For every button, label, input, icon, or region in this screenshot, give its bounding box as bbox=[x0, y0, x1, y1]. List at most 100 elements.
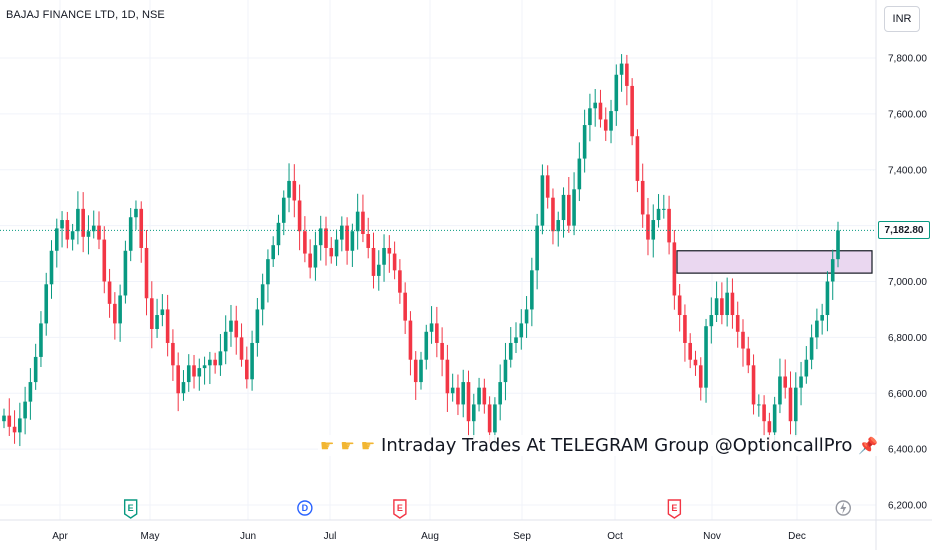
candle-body bbox=[577, 158, 582, 190]
candle-body bbox=[709, 315, 714, 327]
candle-body bbox=[524, 309, 529, 324]
candle-body bbox=[91, 225, 96, 232]
candle-body bbox=[366, 234, 371, 248]
candle-body bbox=[746, 348, 751, 366]
candle-body bbox=[688, 342, 693, 360]
candle-body bbox=[292, 180, 297, 201]
price-tick-label: 7,800.00 bbox=[888, 54, 927, 65]
candle-body bbox=[836, 230, 840, 260]
price-tick-label: 7,400.00 bbox=[888, 165, 927, 176]
candle-body bbox=[33, 356, 38, 383]
candle-body bbox=[588, 108, 592, 126]
dividend-icon bbox=[297, 500, 313, 516]
promo-banner: ☛ ☛ ☛ Intraday Trades At TELEGRAM Group … bbox=[318, 435, 881, 456]
candle-body bbox=[799, 376, 803, 388]
earnings-letter: E bbox=[671, 503, 677, 513]
earnings-icon bbox=[667, 499, 682, 519]
candle-body bbox=[487, 404, 492, 433]
month-tick-label: Jul bbox=[324, 531, 337, 542]
candle-body bbox=[208, 359, 212, 366]
candle-body bbox=[345, 225, 349, 251]
candle-body bbox=[508, 342, 513, 360]
candle-body bbox=[155, 315, 159, 329]
candle-body bbox=[762, 404, 766, 422]
candle-body bbox=[566, 194, 571, 226]
candle-body bbox=[614, 74, 619, 112]
pointing-hand-icon: ☛ bbox=[320, 436, 335, 455]
candle-body bbox=[7, 415, 12, 427]
candle-body bbox=[186, 365, 191, 383]
candle-body bbox=[714, 298, 719, 316]
price-tick-label: 6,200.00 bbox=[888, 501, 927, 512]
candle-body bbox=[677, 295, 682, 316]
candle-body bbox=[704, 326, 708, 388]
candle-body bbox=[603, 119, 608, 131]
candle-body bbox=[313, 245, 318, 268]
candle-body bbox=[466, 382, 471, 422]
candle-body bbox=[250, 342, 254, 380]
candle-body bbox=[683, 315, 687, 343]
candle-body bbox=[535, 225, 539, 271]
pointing-hand-icon: ☛ bbox=[360, 436, 376, 455]
candle-body bbox=[176, 365, 180, 394]
currency-selector[interactable]: INR bbox=[884, 6, 920, 32]
symbol-title: BAJAJ FINANCE LTD, 1D, NSE bbox=[6, 9, 165, 21]
candle-body bbox=[435, 323, 439, 343]
candle-body bbox=[741, 331, 745, 349]
candle-body bbox=[387, 247, 392, 254]
candle-body bbox=[757, 404, 761, 406]
candle-body bbox=[445, 359, 450, 394]
candle-body bbox=[134, 208, 138, 218]
candle-body bbox=[398, 270, 402, 293]
candle-body bbox=[60, 220, 64, 229]
candle-body bbox=[260, 284, 265, 310]
candle-body bbox=[772, 404, 777, 433]
month-tick-label: Sep bbox=[513, 531, 531, 542]
candle-body bbox=[825, 281, 830, 316]
event-marker-icon: E bbox=[393, 499, 407, 519]
event-marker-icon: E bbox=[667, 499, 682, 519]
month-tick-label: Jun bbox=[240, 531, 256, 542]
candle-body bbox=[413, 359, 418, 383]
candles bbox=[2, 54, 840, 452]
candle-body bbox=[149, 298, 154, 329]
candle-body bbox=[429, 323, 434, 332]
price-tick-label: 6,800.00 bbox=[888, 333, 927, 344]
candle-body bbox=[408, 320, 413, 360]
candle-body bbox=[820, 315, 824, 321]
candle-body bbox=[788, 387, 793, 422]
event-marker-icon: E bbox=[123, 499, 138, 519]
month-tick-label: Nov bbox=[703, 531, 721, 542]
event-marker-icon bbox=[835, 500, 851, 516]
price-zone bbox=[676, 250, 873, 274]
candle-body bbox=[698, 365, 703, 388]
candle-body bbox=[751, 365, 756, 405]
candle-body bbox=[477, 387, 481, 405]
candle-body bbox=[556, 220, 561, 232]
candle-body bbox=[297, 200, 302, 232]
price-tick-label: 6,400.00 bbox=[888, 445, 927, 456]
price-tick-label: 7,000.00 bbox=[888, 277, 927, 288]
candle-body bbox=[651, 220, 656, 240]
candle-body bbox=[213, 359, 217, 366]
candle-body bbox=[376, 264, 381, 276]
zone-rectangle bbox=[676, 250, 873, 274]
candle-body bbox=[355, 211, 360, 232]
candle-body bbox=[778, 376, 782, 405]
candle-body bbox=[630, 85, 634, 137]
candle-body bbox=[139, 208, 144, 248]
candle-body bbox=[793, 387, 798, 422]
month-tick-label: Apr bbox=[52, 531, 68, 542]
candle-body bbox=[54, 228, 59, 251]
candle-body bbox=[86, 231, 91, 237]
candle-body bbox=[324, 228, 328, 248]
candle-body bbox=[598, 102, 603, 120]
earnings-letter: E bbox=[128, 503, 134, 513]
candle-body bbox=[18, 418, 22, 433]
candle-body bbox=[545, 175, 550, 198]
candle-body bbox=[635, 136, 640, 181]
candle-body bbox=[450, 387, 455, 394]
candle-body bbox=[308, 253, 312, 268]
